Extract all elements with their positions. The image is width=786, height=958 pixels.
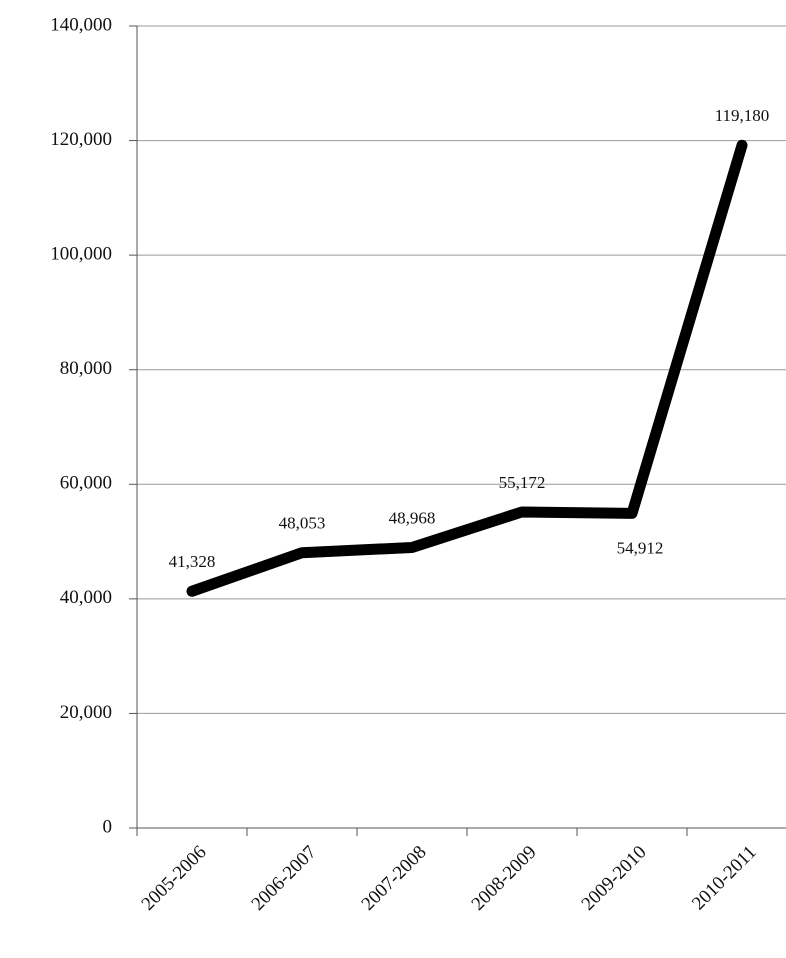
y-tick-label: 100,000 [50, 244, 112, 265]
x-tick-label: 2008-2009 [468, 842, 541, 915]
y-tick-label: 0 [103, 816, 113, 837]
x-tick-label: 2009-2010 [578, 842, 651, 915]
data-label: 41,328 [169, 552, 216, 571]
y-tick-label: 20,000 [60, 702, 112, 723]
data-label: 119,180 [715, 106, 770, 125]
data-label: 48,968 [389, 508, 436, 527]
y-tick-label: 140,000 [50, 14, 112, 35]
data-label: 54,912 [617, 538, 664, 557]
data-label: 55,172 [499, 473, 546, 492]
x-tick-label: 2006-2007 [248, 842, 321, 915]
y-tick-label: 40,000 [60, 587, 112, 608]
x-tick-label: 2007-2008 [358, 842, 431, 915]
y-tick-label: 60,000 [60, 473, 112, 494]
x-tick-label: 2005-2006 [138, 842, 211, 915]
line [186, 139, 748, 597]
y-tick-label: 120,000 [50, 129, 112, 150]
data-label: 48,053 [279, 514, 326, 533]
y-tick-label: 80,000 [60, 358, 112, 379]
x-tick-label: 2010-2011 [688, 842, 761, 915]
